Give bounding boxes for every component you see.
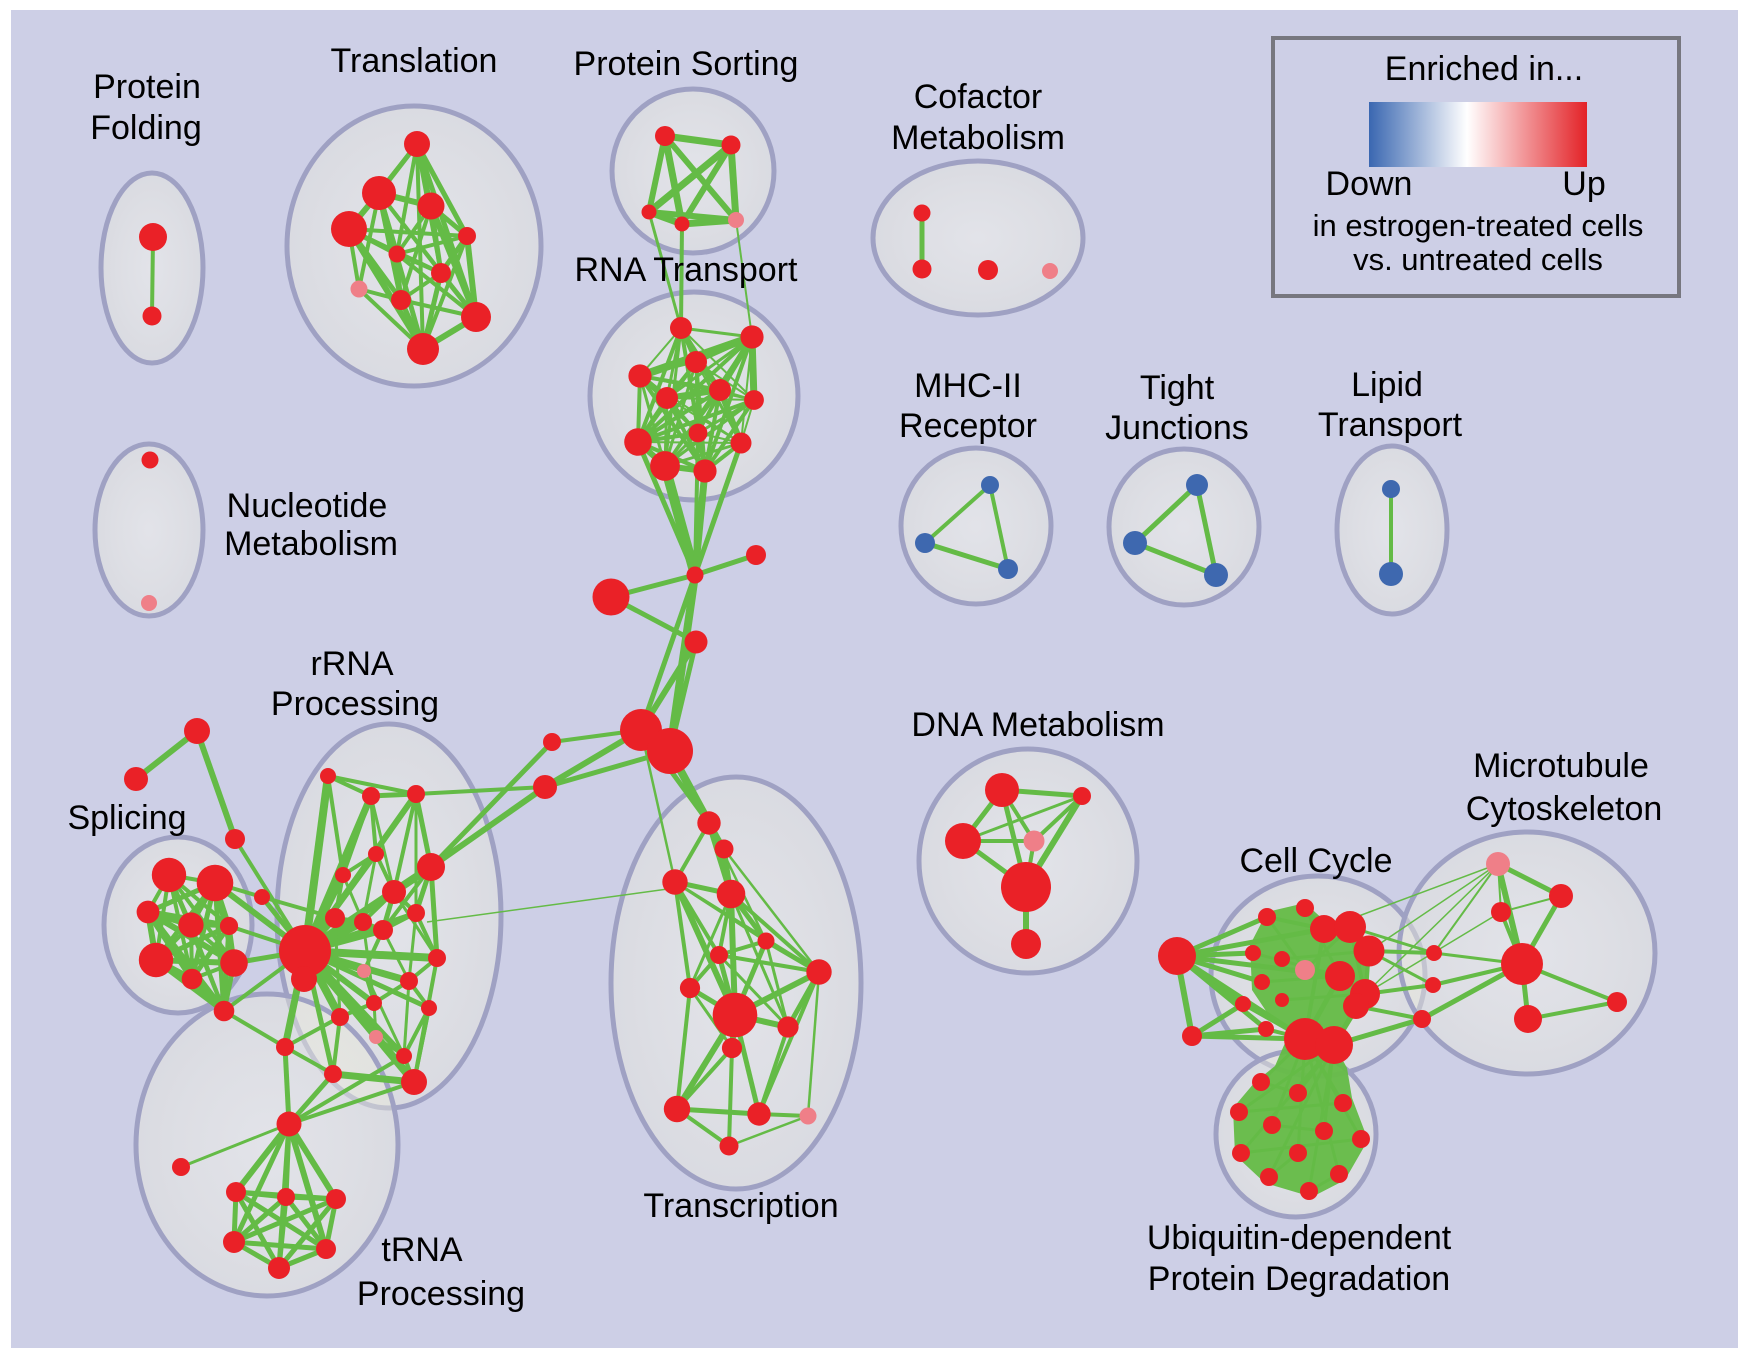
svg-text:Microtubule: Microtubule xyxy=(1473,747,1649,785)
svg-text:Splicing: Splicing xyxy=(67,799,186,837)
svg-text:Protein Sorting: Protein Sorting xyxy=(574,45,799,83)
svg-text:Cofactor: Cofactor xyxy=(914,78,1043,116)
svg-text:Transcription: Transcription xyxy=(643,1187,838,1225)
svg-text:Tight: Tight xyxy=(1140,369,1215,407)
svg-text:Processing: Processing xyxy=(271,685,439,723)
svg-text:Transport: Transport xyxy=(1318,406,1463,444)
svg-text:Protein: Protein xyxy=(93,68,201,106)
svg-text:in estrogen-treated cells: in estrogen-treated cells xyxy=(1313,208,1644,243)
svg-text:Folding: Folding xyxy=(90,109,202,147)
svg-text:Ubiquitin-dependent: Ubiquitin-dependent xyxy=(1147,1219,1452,1257)
svg-text:Down: Down xyxy=(1326,165,1413,203)
svg-text:MHC-II: MHC-II xyxy=(914,367,1022,405)
svg-text:Cytoskeleton: Cytoskeleton xyxy=(1466,790,1663,828)
svg-text:Processing: Processing xyxy=(357,1275,525,1313)
svg-text:Receptor: Receptor xyxy=(899,407,1037,445)
svg-text:DNA Metabolism: DNA Metabolism xyxy=(911,706,1164,744)
svg-text:vs. untreated cells: vs. untreated cells xyxy=(1353,242,1603,277)
svg-text:tRNA: tRNA xyxy=(381,1231,463,1269)
svg-text:Up: Up xyxy=(1562,165,1605,203)
svg-text:Lipid: Lipid xyxy=(1351,366,1423,404)
svg-text:Protein Degradation: Protein Degradation xyxy=(1148,1260,1450,1298)
svg-text:Metabolism: Metabolism xyxy=(224,525,398,563)
svg-text:Cell Cycle: Cell Cycle xyxy=(1239,842,1392,880)
svg-text:Translation: Translation xyxy=(331,42,498,80)
svg-text:Junctions: Junctions xyxy=(1105,409,1249,447)
svg-text:Nucleotide: Nucleotide xyxy=(227,487,388,525)
svg-text:Enriched in...: Enriched in... xyxy=(1385,50,1583,88)
svg-text:Metabolism: Metabolism xyxy=(891,119,1065,157)
svg-text:RNA Transport: RNA Transport xyxy=(575,251,799,289)
svg-text:rRNA: rRNA xyxy=(310,645,393,683)
